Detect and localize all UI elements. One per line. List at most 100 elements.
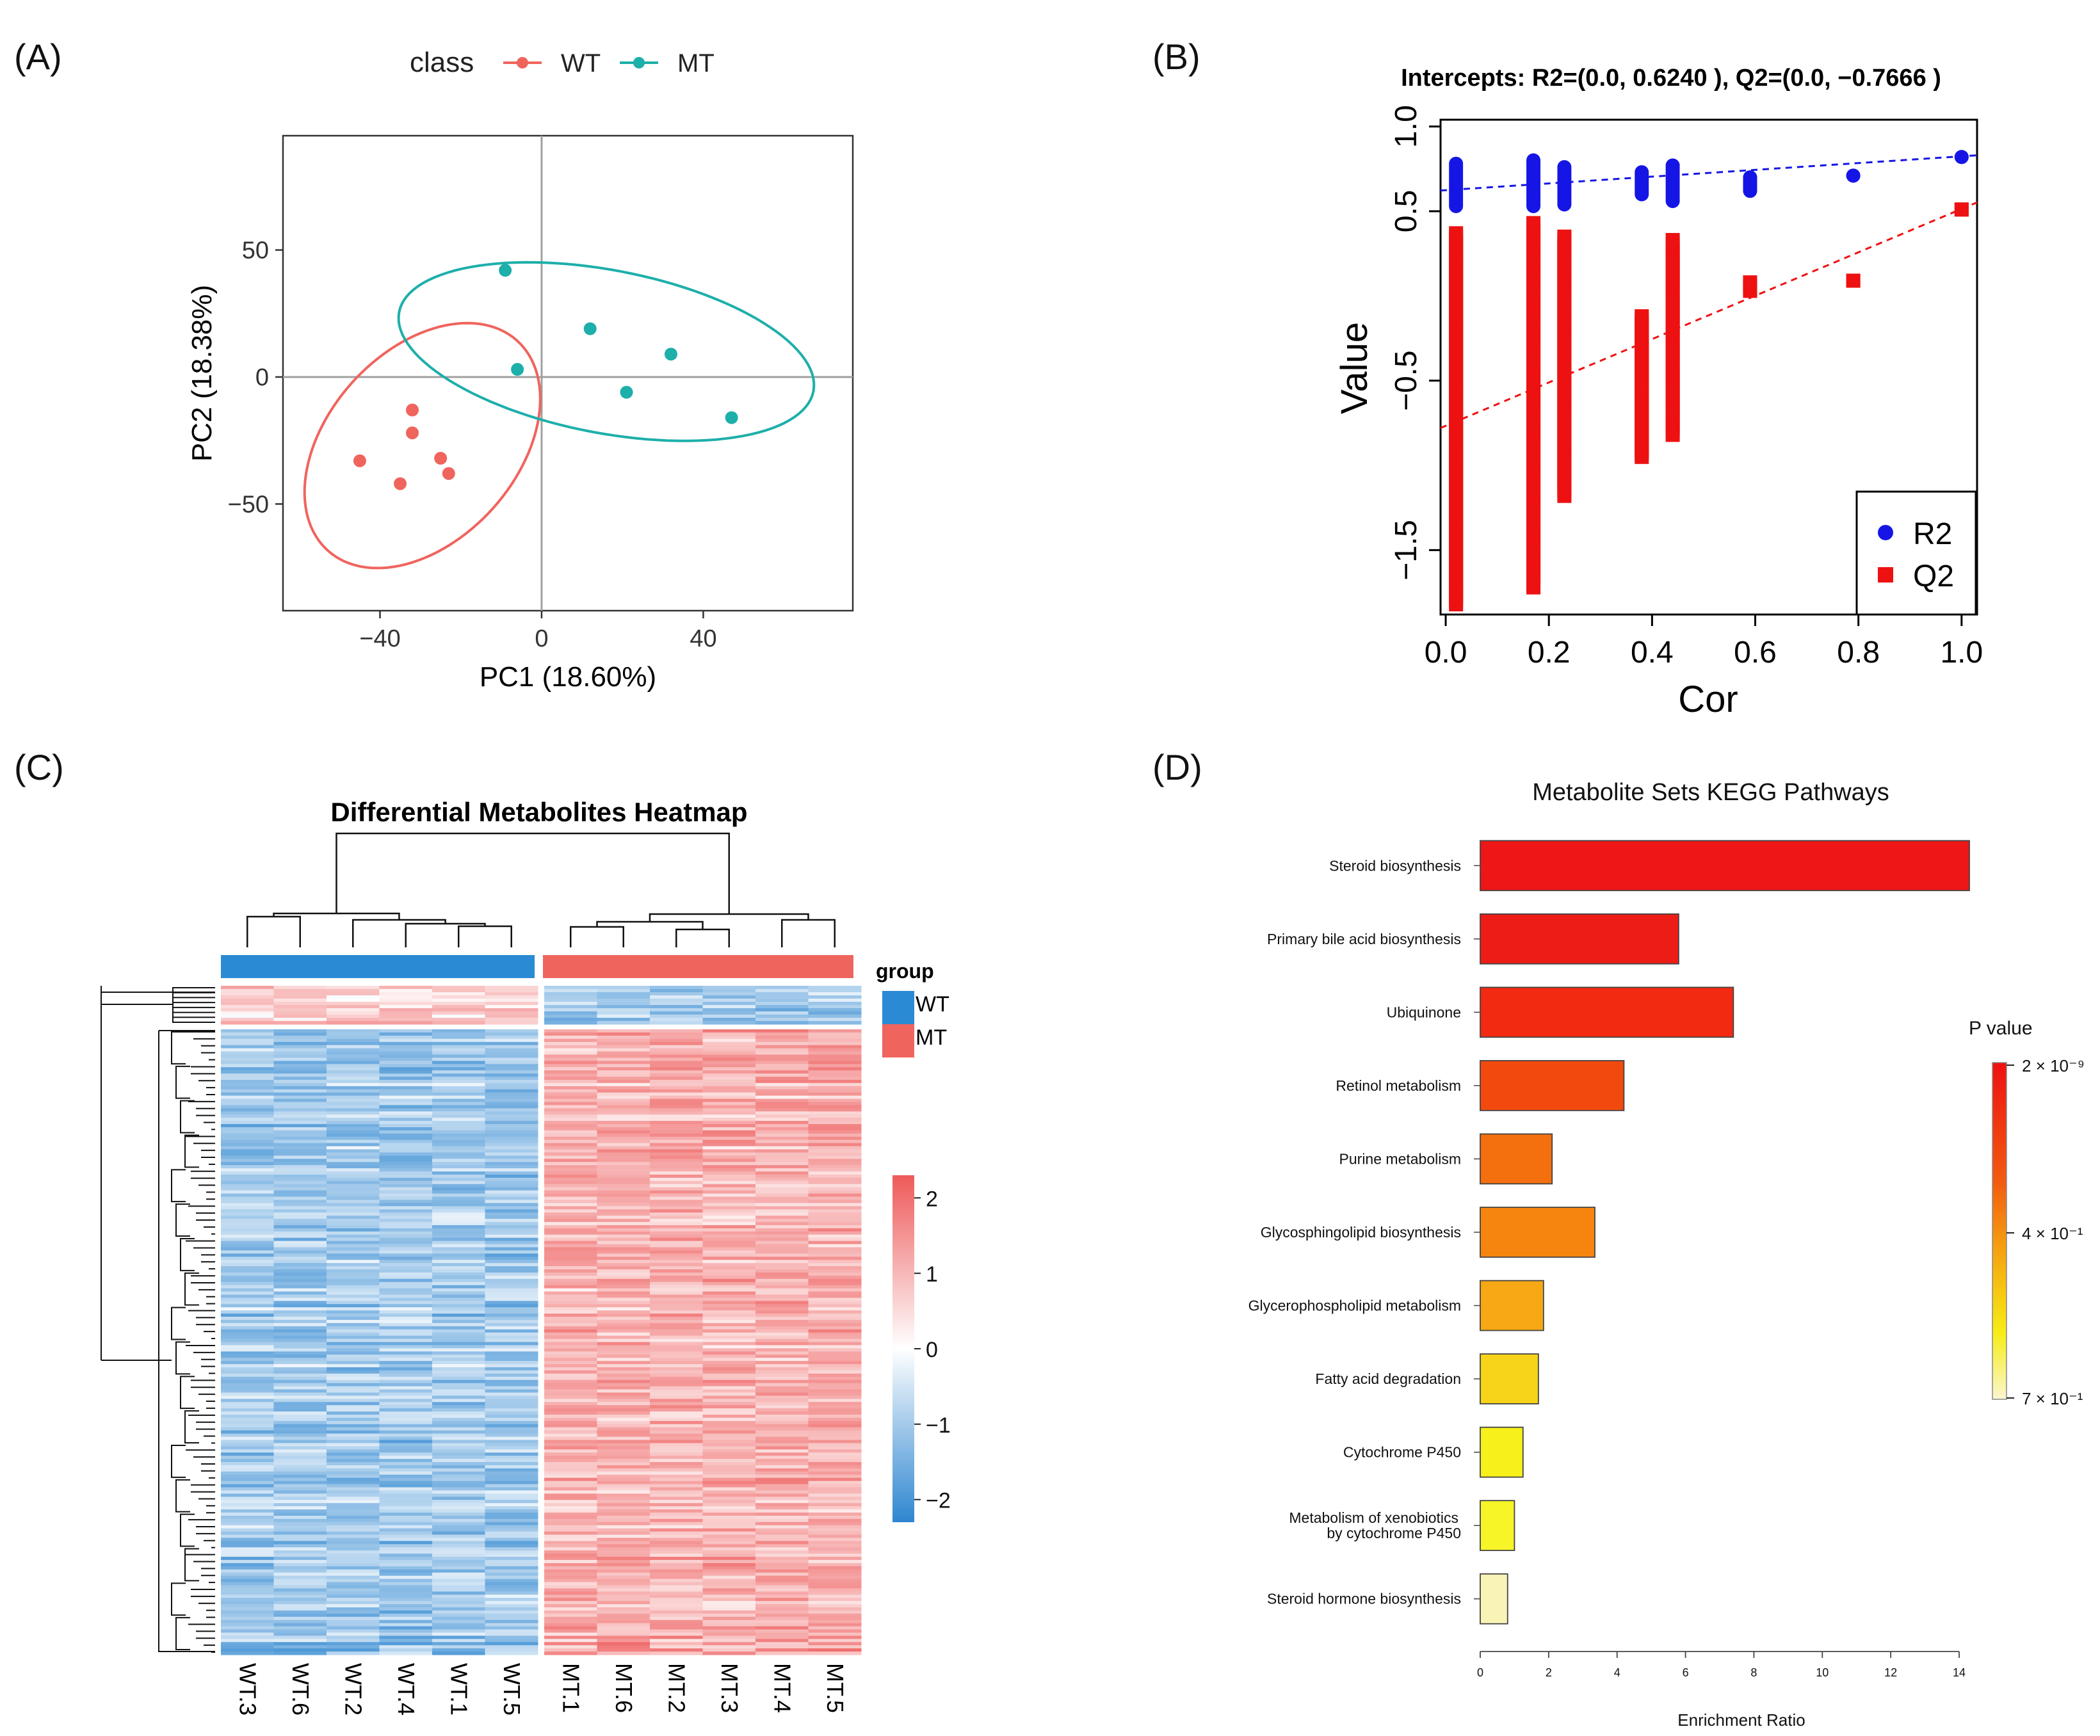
legend-a-title: class	[410, 47, 474, 78]
heatmap-cell	[221, 1221, 274, 1226]
heatmap-cell	[755, 1200, 809, 1203]
heatmap-cell	[379, 1525, 433, 1529]
heatmap-cell	[221, 1250, 274, 1254]
heatmap-cell	[327, 1506, 380, 1510]
heatmap-cell	[597, 1038, 650, 1043]
heatmap-cell	[702, 1234, 756, 1239]
heatmap-cell	[273, 1193, 327, 1198]
heatmap-cell	[379, 1582, 433, 1586]
heatmap-cell	[327, 1497, 380, 1500]
heatmap-cell	[432, 1642, 485, 1646]
heatmap-cell	[702, 1338, 756, 1343]
heatmap-cell	[221, 1203, 274, 1207]
heatmap-cell	[379, 1566, 433, 1570]
heatmap-cell	[379, 1089, 433, 1093]
heatmap-cell	[650, 1288, 703, 1292]
heatmap-cell	[808, 1522, 862, 1526]
heatmap-cell	[221, 1035, 274, 1040]
heatmap-cell	[702, 1209, 756, 1213]
heatmap-cell	[755, 1032, 809, 1036]
heatmap-cell	[755, 1206, 809, 1210]
heatmap-cell	[485, 1319, 538, 1324]
heatmap-cell	[485, 1294, 538, 1299]
heatmap-cell	[808, 1468, 862, 1472]
heatmap-cell	[485, 1082, 538, 1087]
heatmap-cell	[432, 1282, 485, 1286]
heatmap-cell	[650, 1275, 703, 1280]
heatmap-cell	[273, 1405, 327, 1409]
heatmap-cell	[432, 1636, 485, 1639]
heatmap-cell	[485, 1005, 538, 1009]
heatmap-cell	[379, 1048, 433, 1052]
x-tick-label-d: 4	[1614, 1666, 1620, 1679]
heatmap-cell	[597, 1294, 650, 1299]
heatmap-cell	[379, 1322, 433, 1327]
point-wt-3	[405, 403, 419, 417]
heatmap-cell	[808, 1506, 862, 1510]
heatmap-cell	[327, 1322, 380, 1327]
heatmap-cell	[432, 1139, 485, 1144]
heatmap-cell	[597, 1291, 650, 1296]
heatmap-cell	[327, 1361, 380, 1365]
heatmap-cell	[544, 1139, 597, 1144]
heatmap-cell	[808, 1322, 862, 1327]
heatmap-cell	[273, 1266, 327, 1270]
heatmap-cell	[327, 1351, 380, 1355]
heatmap-cell	[702, 1433, 756, 1438]
heatmap-cell	[273, 1446, 327, 1450]
heatmap-cell	[273, 1497, 327, 1500]
heatmap-cell	[755, 1395, 809, 1399]
heatmap-cell	[221, 995, 274, 999]
heatmap-cell	[544, 1079, 597, 1084]
heatmap-cell	[650, 1082, 703, 1087]
heatmap-cell	[432, 1354, 485, 1358]
q2-fit-line	[1440, 201, 1978, 430]
heatmap-cell	[755, 1228, 809, 1232]
heatmap-cell	[273, 1585, 327, 1589]
heatmap-cell	[327, 1462, 380, 1466]
heatmap-cell	[702, 1159, 756, 1162]
heatmap-cell	[379, 1430, 433, 1435]
heatmap-cell	[755, 1216, 809, 1219]
heatmap-cell	[702, 1604, 756, 1608]
heatmap-cell	[597, 1253, 650, 1257]
heatmap-cell	[597, 1002, 650, 1006]
heatmap-cell	[432, 1294, 485, 1299]
heatmap-cell	[544, 1221, 597, 1226]
heatmap-cell	[597, 1572, 650, 1577]
heatmap-cell	[432, 1196, 485, 1201]
heatmap-cell	[755, 1497, 809, 1500]
heatmap-cell	[544, 1338, 597, 1343]
heatmap-cell	[808, 1171, 862, 1175]
heatmap-cell	[327, 1015, 380, 1018]
heatmap-cell	[544, 1319, 597, 1324]
heatmap-cell	[273, 1582, 327, 1586]
q2-point	[1635, 309, 1649, 324]
heatmap-cell	[379, 1275, 433, 1280]
heatmap-cell	[755, 1383, 809, 1387]
heatmap-cell	[485, 1051, 538, 1056]
heatmap-cell	[327, 1639, 380, 1643]
heatmap-cell	[597, 1228, 650, 1232]
heatmap-cell	[432, 1301, 485, 1305]
heatmap-cell	[379, 1465, 433, 1469]
heatmap-cell	[432, 1563, 485, 1567]
heatmap-cell	[379, 1351, 433, 1355]
heatmap-cell	[650, 1260, 703, 1264]
heatmap-cell	[273, 1544, 327, 1548]
heatmap-cell	[544, 1471, 597, 1475]
heatmap-cell	[702, 1449, 756, 1453]
ellipse-wt	[303, 321, 542, 570]
heatmap-cell	[273, 1155, 327, 1159]
heatmap-cell	[379, 1632, 433, 1636]
heatmap-cell	[379, 1531, 433, 1536]
heatmap-cell	[702, 1253, 756, 1257]
heatmap-cell	[273, 1443, 327, 1447]
heatmap-cell	[650, 1452, 703, 1456]
heatmap-cell	[702, 1411, 756, 1415]
heatmap-cell	[327, 1329, 380, 1333]
heatmap-cell	[327, 1338, 380, 1343]
heatmap-cell	[273, 1310, 327, 1314]
heatmap-cell	[597, 1064, 650, 1068]
heatmap-cell	[485, 1250, 538, 1254]
